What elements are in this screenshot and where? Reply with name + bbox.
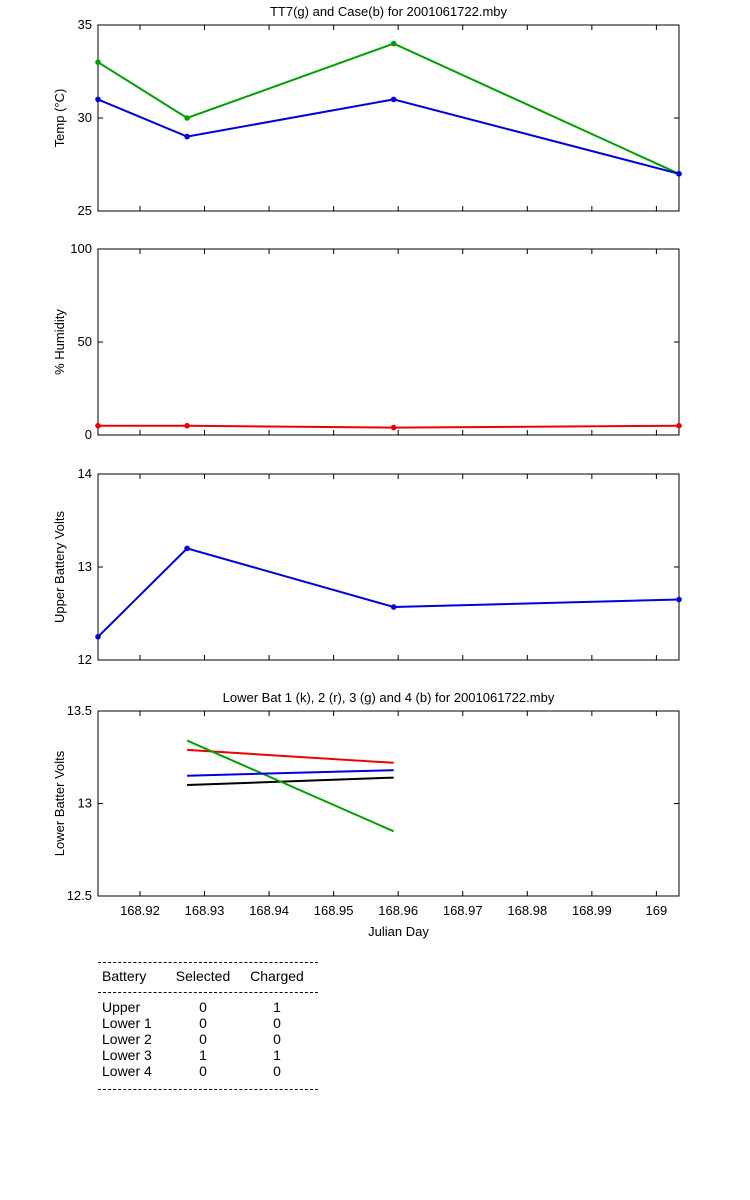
y-tick-label: 12.5 — [67, 888, 92, 903]
plot-frame — [97, 248, 680, 436]
cell-charged: 1 — [273, 1047, 281, 1063]
figure: 25 30 35 TT7(g) and Case(b) for 2001061722.… — [52, 4, 682, 939]
cell-selected: 0 — [199, 999, 207, 1015]
x-tick-label: 168.94 — [249, 903, 289, 918]
data-point — [184, 422, 190, 429]
data-point — [390, 604, 397, 610]
table-header-row: Battery Selected Charged — [98, 963, 318, 992]
y-tick-label: 50 — [78, 334, 92, 349]
cell-battery: Lower 1 — [102, 1015, 152, 1031]
cell-selected: 0 — [199, 1031, 207, 1047]
table-rule-top — [98, 962, 318, 963]
table-row: Lower 1 0 0 — [102, 1015, 318, 1031]
cell-battery: Lower 3 — [102, 1047, 152, 1063]
data-point — [184, 545, 190, 552]
cell-battery: Lower 2 — [102, 1031, 152, 1047]
x-tick-label: 168.98 — [507, 903, 547, 918]
chart-panel-lower: 168.92 168.93 168.94 168.95 168.96 168.97 168.… — [52, 690, 680, 939]
header-selected: Selected — [175, 968, 231, 984]
y-axis-label: % Humidity — [52, 309, 67, 375]
cell-selected: 0 — [199, 1063, 207, 1079]
chart-panel-temp: 25 30 35 TT7(g) and Case(b) for 2001061722.… — [52, 4, 682, 218]
data-point — [390, 40, 397, 47]
x-tick-label: 168.95 — [314, 903, 354, 918]
cell-charged: 1 — [273, 999, 281, 1015]
series-line-0 — [97, 42, 680, 175]
cell-charged: 0 — [273, 1063, 281, 1079]
y-tick-label: 30 — [78, 110, 92, 125]
y-tick-label: 13 — [78, 559, 92, 574]
series-line-0 — [187, 776, 394, 786]
series-line-2 — [186, 739, 395, 833]
cell-selected: 0 — [199, 1015, 207, 1031]
y-axis-label: Temp (°C) — [52, 89, 67, 148]
chart-title: TT7(g) and Case(b) for 2001061722.mby — [270, 4, 508, 19]
data-point — [676, 422, 682, 429]
series-line-0 — [98, 424, 680, 429]
y-axis-label: Lower Batter Volts — [52, 750, 67, 856]
y-tick-label: 12 — [78, 652, 92, 667]
x-tick-label: 168.99 — [572, 903, 612, 918]
header-battery: Battery — [102, 968, 147, 984]
data-point — [95, 422, 101, 429]
cell-battery: Upper — [102, 999, 141, 1015]
data-point — [390, 96, 397, 103]
plot-frame — [97, 473, 680, 661]
series-line-1 — [187, 748, 394, 764]
data-point — [95, 59, 101, 65]
table-rule-bottom — [98, 1089, 318, 1090]
series-line-0 — [97, 547, 680, 638]
table-row: Upper 0 1 — [102, 999, 318, 1015]
table-row: Lower 2 0 0 — [102, 1031, 318, 1047]
y-tick-label: 25 — [78, 203, 92, 218]
series-line-3 — [187, 769, 394, 777]
y-tick-label: 100 — [70, 241, 92, 256]
x-tick-label: 168.93 — [185, 903, 225, 918]
data-point — [184, 115, 190, 121]
chart-panel-humidity: 0 50 100 % Humidity — [52, 241, 682, 442]
header-charged: Charged — [250, 968, 304, 984]
table-body: Upper 0 1 Lower 1 0 0 Lower 2 0 0 Lower … — [98, 993, 318, 1089]
chart-panel-upper: 12 13 14 Upper Battery Volts — [52, 466, 682, 667]
data-point — [184, 133, 190, 140]
cell-charged: 0 — [273, 1031, 281, 1047]
data-point — [676, 171, 682, 177]
x-tick-label: 169 — [646, 903, 668, 918]
cell-battery: Lower 4 — [102, 1063, 152, 1079]
chart-title: Lower Bat 1 (k), 2 (r), 3 (g) and 4 (b) … — [223, 690, 555, 705]
data-point — [390, 424, 397, 431]
data-point — [95, 633, 101, 640]
y-tick-label: 13 — [78, 796, 92, 811]
y-tick-label: 13.5 — [67, 703, 92, 718]
x-tick-label: 168.96 — [378, 903, 418, 918]
table-row: Lower 4 0 0 — [102, 1063, 318, 1079]
table-row: Lower 3 1 1 — [102, 1047, 318, 1063]
plot-frame — [97, 710, 680, 897]
y-tick-label: 0 — [85, 427, 92, 442]
battery-status-table: Battery Selected Charged Upper 0 1 Lower… — [98, 962, 318, 1090]
y-tick-label: 35 — [78, 17, 92, 32]
y-tick-label: 14 — [78, 466, 92, 481]
x-axis-label: Julian Day — [368, 924, 429, 939]
y-axis-label: Upper Battery Volts — [52, 511, 67, 623]
table-rule-mid — [98, 992, 318, 993]
x-tick-label: 168.97 — [443, 903, 483, 918]
data-point — [95, 96, 101, 103]
x-tick-label: 168.92 — [120, 903, 160, 918]
cell-charged: 0 — [273, 1015, 281, 1031]
data-point — [676, 596, 682, 603]
cell-selected: 1 — [199, 1047, 207, 1063]
series-line-1 — [97, 98, 680, 175]
